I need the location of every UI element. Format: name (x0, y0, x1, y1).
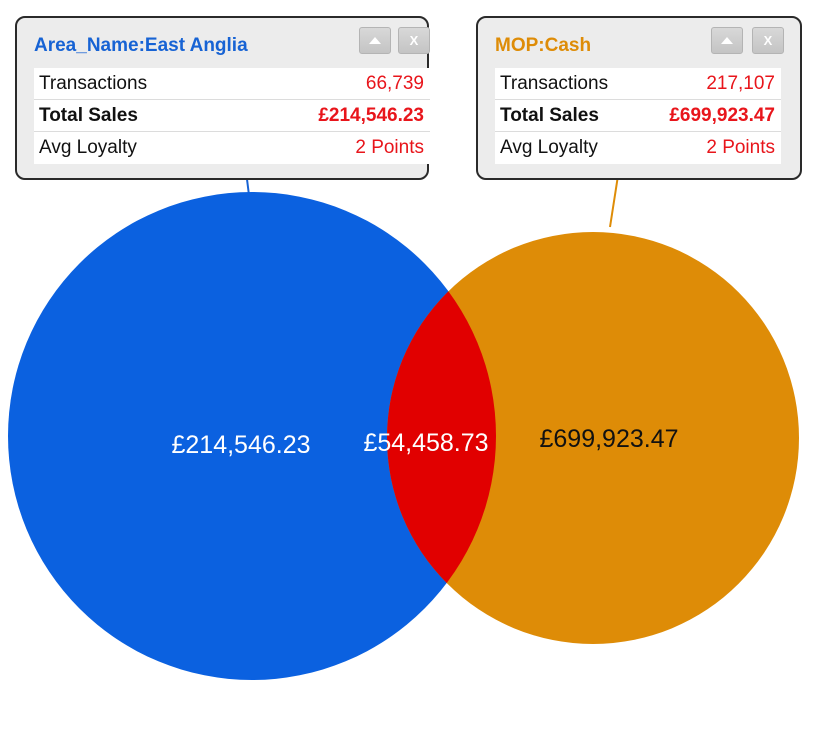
set-value-label-cash: £699,923.47 (539, 425, 678, 453)
set-circle-cash[interactable] (387, 232, 799, 644)
info-panel-cash: MOP:Cash X Transactions 217,107 Total Sa… (476, 16, 802, 180)
panel-title: Area_Name:East Anglia (34, 35, 248, 56)
collapse-button[interactable] (359, 27, 391, 54)
close-button[interactable]: X (398, 27, 430, 54)
stats-value: £699,923.47 (669, 104, 775, 126)
stats-label: Avg Loyalty (39, 137, 137, 158)
set-circle-east-anglia[interactable] (8, 192, 496, 680)
stats-row-total-sales: Total Sales £214,546.23 (34, 100, 430, 132)
up-arrow-icon (369, 37, 381, 44)
intersection-value-label: £54,458.73 (363, 429, 488, 457)
stats-value: 2 Points (706, 137, 775, 158)
stats-label: Total Sales (500, 104, 599, 126)
info-panel-east-anglia: Area_Name:East Anglia X Transactions 66,… (15, 16, 430, 180)
stats-value: 217,107 (706, 72, 775, 94)
stats-row-transactions: Transactions 66,739 (34, 68, 430, 100)
stats-label: Transactions (500, 72, 609, 94)
stats-row-total-sales: Total Sales £699,923.47 (495, 100, 781, 132)
stats-label: Transactions (39, 72, 148, 94)
stats-value: 66,739 (365, 72, 424, 94)
stats-row-transactions: Transactions 217,107 (495, 68, 781, 100)
stats-table: Transactions 66,739 Total Sales £214,546… (34, 68, 430, 164)
stats-table: Transactions 217,107 Total Sales £699,92… (495, 68, 781, 164)
up-arrow-icon (721, 37, 733, 44)
stats-value: £214,546.23 (318, 104, 424, 126)
set-value-label-east-anglia: £214,546.23 (171, 431, 310, 459)
collapse-button[interactable] (711, 27, 743, 54)
stats-value: 2 Points (355, 137, 424, 158)
stats-label: Avg Loyalty (500, 137, 598, 158)
stats-row-avg-loyalty: Avg Loyalty 2 Points (34, 132, 430, 164)
panel-title: MOP:Cash (495, 35, 592, 56)
close-button[interactable]: X (752, 27, 784, 54)
stats-label: Total Sales (39, 104, 138, 126)
stats-row-avg-loyalty: Avg Loyalty 2 Points (495, 132, 781, 164)
